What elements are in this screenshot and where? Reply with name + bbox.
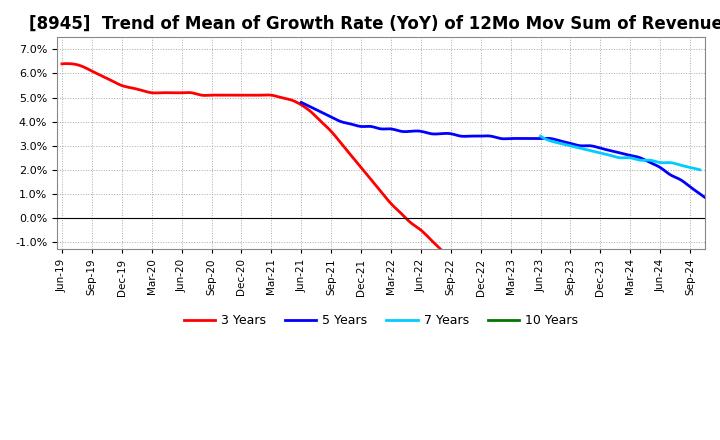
5 Years	[540, 136, 549, 141]
3 Years	[440, 250, 449, 255]
5 Years	[298, 100, 307, 106]
3 Years	[450, 260, 459, 265]
7 Years	[670, 161, 679, 166]
7 Years	[680, 164, 689, 169]
5 Years	[667, 173, 676, 178]
Line: 3 Years: 3 Years	[62, 64, 700, 440]
3 Years	[696, 312, 704, 317]
Legend: 3 Years, 5 Years, 7 Years, 10 Years: 3 Years, 5 Years, 7 Years, 10 Years	[179, 309, 583, 332]
3 Years	[438, 248, 446, 253]
5 Years	[539, 136, 547, 141]
5 Years	[642, 158, 650, 163]
7 Years	[631, 157, 640, 162]
7 Years	[631, 156, 639, 161]
7 Years	[536, 134, 545, 139]
5 Years	[297, 100, 305, 105]
5 Years	[706, 198, 714, 204]
7 Years	[696, 167, 704, 172]
3 Years	[58, 61, 66, 66]
3 Years	[640, 431, 649, 436]
Line: 5 Years: 5 Years	[301, 103, 710, 201]
7 Years	[536, 133, 545, 139]
7 Years	[634, 157, 642, 162]
3 Years	[62, 61, 71, 66]
5 Years	[547, 136, 556, 141]
3 Years	[60, 61, 68, 66]
Title: [8945]  Trend of Mean of Growth Rate (YoY) of 12Mo Mov Sum of Revenues: [8945] Trend of Mean of Growth Rate (YoY…	[29, 15, 720, 33]
Line: 7 Years: 7 Years	[541, 136, 700, 170]
